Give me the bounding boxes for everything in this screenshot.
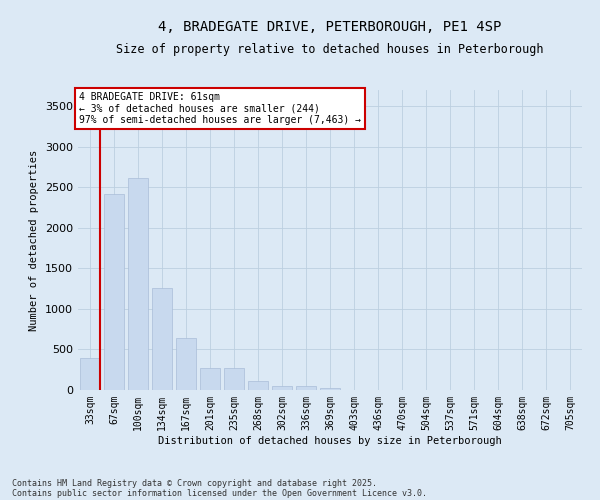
Text: Size of property relative to detached houses in Peterborough: Size of property relative to detached ho… — [116, 42, 544, 56]
Bar — [176, 338, 196, 390]
Bar — [248, 382, 268, 390]
Bar — [320, 388, 340, 390]
Bar — [224, 368, 244, 390]
X-axis label: Distribution of detached houses by size in Peterborough: Distribution of detached houses by size … — [158, 436, 502, 446]
Bar — [80, 358, 100, 390]
Bar — [272, 386, 292, 390]
Text: 4 BRADEGATE DRIVE: 61sqm
← 3% of detached houses are smaller (244)
97% of semi-d: 4 BRADEGATE DRIVE: 61sqm ← 3% of detache… — [79, 92, 361, 125]
Bar — [104, 194, 124, 390]
Text: Contains public sector information licensed under the Open Government Licence v3: Contains public sector information licen… — [12, 488, 427, 498]
Bar — [128, 178, 148, 390]
Y-axis label: Number of detached properties: Number of detached properties — [29, 150, 40, 330]
Bar — [200, 368, 220, 390]
Text: Contains HM Land Registry data © Crown copyright and database right 2025.: Contains HM Land Registry data © Crown c… — [12, 478, 377, 488]
Bar — [152, 288, 172, 390]
Text: 4, BRADEGATE DRIVE, PETERBOROUGH, PE1 4SP: 4, BRADEGATE DRIVE, PETERBOROUGH, PE1 4S… — [158, 20, 502, 34]
Bar — [296, 386, 316, 390]
